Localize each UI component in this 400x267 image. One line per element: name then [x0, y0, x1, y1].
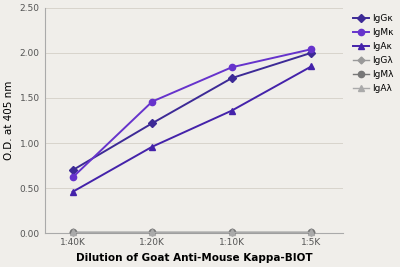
Line: IgMκ: IgMκ	[70, 46, 314, 180]
IgMλ	[70, 230, 75, 233]
IgGλ	[229, 230, 234, 233]
IgGλ	[70, 230, 75, 233]
Line: IgAλ: IgAλ	[70, 229, 314, 235]
IgAκ	[150, 145, 154, 148]
IgMκ	[70, 176, 75, 179]
Line: IgGλ: IgGλ	[70, 229, 314, 234]
IgGκ	[309, 51, 314, 54]
Y-axis label: O.D. at 405 nm: O.D. at 405 nm	[4, 81, 14, 160]
Line: IgGκ: IgGκ	[70, 50, 314, 173]
IgAκ	[229, 109, 234, 112]
IgMλ	[150, 230, 154, 233]
IgAλ	[229, 230, 234, 233]
IgGκ	[70, 168, 75, 172]
IgGκ	[150, 122, 154, 125]
IgAλ	[150, 230, 154, 233]
Line: IgMλ: IgMλ	[70, 229, 314, 235]
X-axis label: Dilution of Goat Anti-Mouse Kappa-BIOT: Dilution of Goat Anti-Mouse Kappa-BIOT	[76, 253, 312, 263]
IgAλ	[309, 230, 314, 233]
IgGλ	[309, 230, 314, 233]
IgAκ	[309, 65, 314, 68]
Line: IgAκ: IgAκ	[69, 63, 315, 195]
Legend: IgGκ, IgMκ, IgAκ, IgGλ, IgMλ, IgAλ: IgGκ, IgMκ, IgAκ, IgGλ, IgMλ, IgAλ	[351, 12, 396, 95]
IgMκ	[229, 66, 234, 69]
IgMλ	[309, 230, 314, 233]
IgMλ	[229, 230, 234, 233]
IgAλ	[70, 230, 75, 233]
IgMκ	[309, 48, 314, 51]
IgGκ	[229, 77, 234, 80]
IgAκ	[70, 190, 75, 194]
IgGλ	[150, 230, 154, 233]
IgMκ	[150, 100, 154, 103]
